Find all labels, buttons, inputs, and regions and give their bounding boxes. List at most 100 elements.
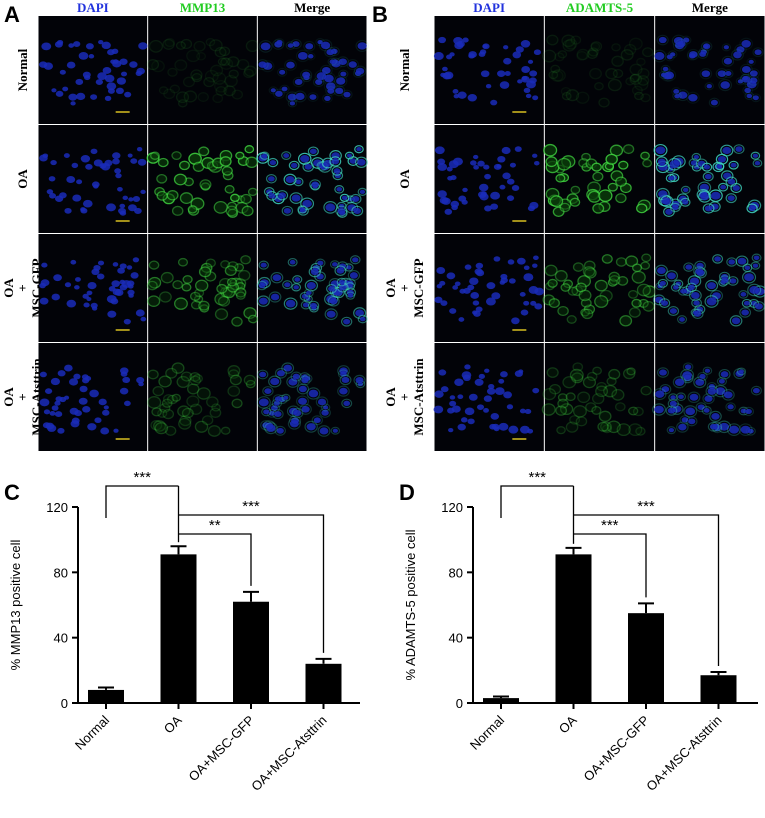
stained-cell bbox=[156, 190, 168, 201]
nucleus bbox=[709, 423, 717, 430]
nucleus bbox=[690, 160, 698, 166]
nucleus bbox=[293, 410, 302, 417]
stained-cell bbox=[642, 300, 655, 312]
nucleus bbox=[315, 79, 323, 85]
stained-cell bbox=[304, 279, 318, 292]
nucleus bbox=[483, 408, 490, 413]
stained-cell bbox=[616, 423, 631, 437]
stained-cell bbox=[738, 423, 753, 437]
stained-cell bbox=[289, 192, 303, 204]
stained-cell bbox=[347, 269, 361, 281]
micrograph bbox=[544, 16, 655, 124]
stained-cell bbox=[154, 422, 169, 435]
stained-cell bbox=[158, 86, 169, 95]
nucleus bbox=[272, 274, 282, 282]
nucleus bbox=[128, 197, 134, 202]
nucleus bbox=[273, 400, 280, 406]
nucleus bbox=[438, 369, 447, 376]
significance-label: ** bbox=[209, 517, 221, 534]
nucleus bbox=[269, 159, 277, 166]
stained-cell bbox=[217, 295, 231, 307]
nucleus bbox=[457, 423, 466, 431]
nucleus bbox=[470, 160, 477, 166]
stained-cell bbox=[193, 40, 206, 52]
nucleus bbox=[275, 90, 283, 97]
nucleus bbox=[50, 159, 57, 166]
nucleus bbox=[119, 279, 126, 285]
stained-cell bbox=[699, 68, 713, 80]
nucleus bbox=[298, 397, 307, 405]
nucleus bbox=[464, 364, 471, 370]
stained-cell bbox=[324, 308, 338, 321]
nucleus bbox=[327, 88, 335, 94]
nucleus bbox=[299, 207, 306, 212]
stained-cell bbox=[176, 375, 190, 388]
nucleus bbox=[48, 176, 56, 182]
nucleus bbox=[51, 88, 57, 93]
nucleus bbox=[654, 52, 665, 61]
nucleus bbox=[727, 404, 734, 410]
nucleus bbox=[91, 268, 100, 276]
nucleus bbox=[337, 207, 346, 215]
stained-cell bbox=[702, 366, 713, 375]
nucleus bbox=[456, 40, 465, 48]
nucleus bbox=[39, 297, 49, 305]
stained-cell bbox=[329, 156, 342, 167]
nucleus bbox=[717, 164, 723, 169]
stained-cell bbox=[201, 415, 214, 426]
nucleus bbox=[90, 302, 98, 309]
nucleus bbox=[132, 257, 140, 263]
stained-cell bbox=[318, 39, 333, 52]
stained-cell bbox=[569, 197, 581, 207]
nucleus bbox=[506, 178, 515, 185]
stained-cell bbox=[614, 402, 626, 412]
nucleus bbox=[331, 158, 340, 165]
nucleus bbox=[85, 163, 93, 170]
stained-cell bbox=[216, 283, 228, 294]
stained-cell bbox=[174, 297, 188, 310]
stained-cell bbox=[723, 69, 734, 79]
stained-cell bbox=[632, 263, 643, 273]
stained-cell bbox=[555, 173, 566, 183]
stained-cell bbox=[698, 190, 712, 203]
nucleus bbox=[439, 280, 446, 286]
nucleus bbox=[287, 93, 297, 101]
stained-cell bbox=[231, 89, 244, 100]
stained-cell bbox=[179, 192, 194, 204]
stained-cell bbox=[244, 145, 255, 154]
nucleus bbox=[497, 70, 506, 77]
nucleus bbox=[472, 154, 479, 160]
nucleus bbox=[39, 61, 48, 68]
nucleus bbox=[473, 165, 479, 170]
stained-cell bbox=[622, 144, 635, 155]
nucleus bbox=[490, 203, 499, 210]
stained-cell bbox=[611, 389, 625, 401]
nucleus bbox=[62, 86, 69, 92]
stained-cell bbox=[182, 76, 195, 88]
nucleus bbox=[703, 164, 711, 170]
stained-cell bbox=[693, 266, 706, 278]
bar bbox=[88, 689, 124, 703]
stained-cell bbox=[243, 374, 256, 386]
stained-cell bbox=[330, 426, 341, 435]
nucleus bbox=[437, 163, 448, 171]
nucleus bbox=[483, 395, 492, 402]
stained-cell bbox=[325, 86, 337, 96]
stained-cell bbox=[601, 254, 613, 264]
column-header: DAPI bbox=[77, 0, 109, 15]
nucleus bbox=[462, 37, 469, 43]
stained-cell bbox=[268, 291, 282, 303]
stained-cell bbox=[665, 405, 678, 416]
stained-cell bbox=[565, 421, 579, 433]
stained-cell bbox=[293, 177, 304, 187]
nucleus bbox=[261, 153, 268, 158]
nucleus bbox=[704, 368, 711, 373]
stained-cell bbox=[264, 422, 278, 435]
nucleus bbox=[110, 59, 116, 64]
y-tick-label: 40 bbox=[54, 631, 68, 646]
nucleus bbox=[70, 101, 76, 106]
stained-cell bbox=[637, 68, 650, 79]
nucleus bbox=[55, 90, 64, 97]
stained-cell bbox=[605, 68, 618, 80]
stained-cell bbox=[640, 385, 652, 396]
